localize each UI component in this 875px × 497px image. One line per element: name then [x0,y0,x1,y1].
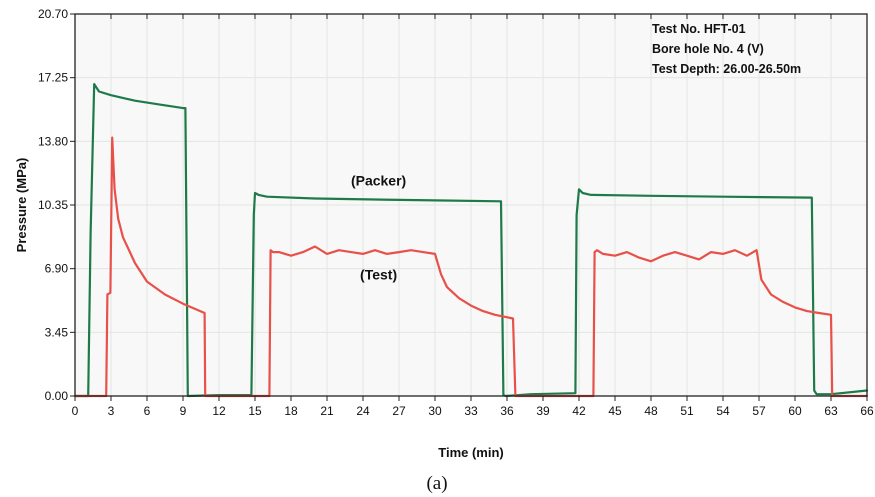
y-tick-label: 17.25 [38,71,68,85]
y-tick-label: 13.80 [38,134,68,148]
x-tick-label: 57 [752,404,766,418]
packer-pressure-line [73,82,869,398]
x-tick-label: 33 [464,404,478,418]
y-tick-label: 10.35 [38,198,68,212]
test-pressure-line [73,136,869,398]
x-tick-label: 18 [284,404,298,418]
test-info-box: Test No. HFT-01 Bore hole No. 4 (V) Test… [652,22,801,76]
x-tick-label: 51 [680,404,694,418]
y-axis-ticks: 0.00 3.45 6.90 10.35 13.80 17.25 20.70 [38,7,75,403]
x-tick-label: 3 [108,404,115,418]
x-tick-label: 66 [860,404,874,418]
series-layer [73,82,869,398]
y-tick-label: 20.70 [38,7,68,21]
x-tick-label: 39 [536,404,550,418]
y-axis-title: Pressure (MPa) [14,158,29,253]
x-tick-label: 30 [428,404,442,418]
x-tick-label: 6 [144,404,151,418]
x-tick-label: 48 [644,404,658,418]
y-tick-label: 6.90 [45,262,69,276]
x-tick-label: 54 [716,404,730,418]
x-tick-label: 27 [392,404,406,418]
y-tick-label: 0.00 [45,389,69,403]
x-tick-label: 36 [500,404,514,418]
x-tick-label: 24 [356,404,370,418]
y-tick-label: 3.45 [45,325,69,339]
x-axis-title: Time (min) [438,445,504,460]
test-info-line-2: Bore hole No. 4 (V) [652,42,764,56]
x-tick-label: 15 [248,404,262,418]
test-info-line-1: Test No. HFT-01 [652,22,746,36]
figure-caption: (a) [426,473,447,494]
x-tick-label: 0 [72,404,79,418]
test-info-line-3: Test Depth: 26.00-26.50m [652,62,801,76]
packer-annotation: (Packer) [351,173,406,189]
x-axis-ticks: 0 3 6 9 12 15 18 21 24 27 30 33 36 39 42 45 48 51 54 57 60 63… [72,14,874,418]
x-tick-label: 60 [788,404,802,418]
x-tick-label: 63 [824,404,838,418]
x-tick-label: 45 [608,404,622,418]
grid-lines [74,13,868,397]
test-annotation: (Test) [360,267,397,283]
x-tick-label: 9 [180,404,187,418]
x-tick-label: 12 [212,404,226,418]
x-tick-label: 42 [572,404,586,418]
x-tick-label: 21 [320,404,334,418]
